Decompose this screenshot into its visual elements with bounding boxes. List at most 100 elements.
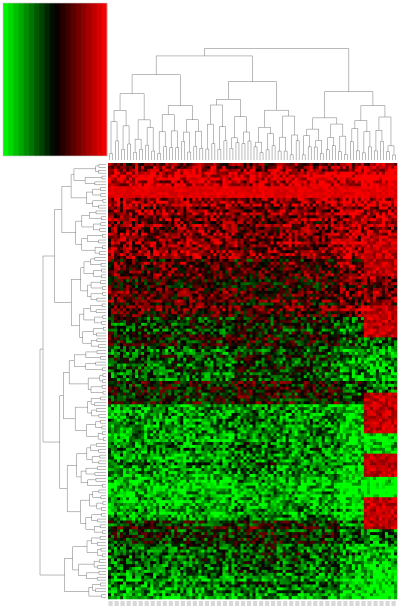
heatmap-cell — [216, 241, 219, 244]
heatmap-cell — [328, 285, 331, 288]
heatmap-cell — [111, 189, 114, 192]
heatmap-cell — [259, 247, 262, 250]
heatmap-cell — [219, 163, 222, 166]
heatmap-cell — [316, 288, 319, 291]
color-key-strip — [45, 3, 51, 156]
heatmap-cell — [174, 166, 177, 169]
heatmap-cell — [222, 241, 225, 244]
heatmap-cell — [328, 210, 331, 213]
heatmap-cell — [370, 215, 373, 218]
heatmap-cell — [156, 288, 159, 291]
heatmap-cell — [108, 183, 111, 186]
heatmap-cell — [289, 201, 292, 204]
heatmap-cell — [165, 186, 168, 189]
heatmap-cell — [253, 178, 256, 181]
heatmap-cell — [156, 178, 159, 181]
heatmap-cell — [394, 285, 397, 288]
heatmap-cell — [277, 271, 280, 274]
heatmap-cell — [256, 207, 259, 210]
heatmap-cell — [111, 218, 114, 221]
heatmap-cell — [253, 253, 256, 256]
heatmap-cell — [240, 186, 243, 189]
heatmap-cell — [177, 262, 180, 265]
heatmap-cell — [373, 195, 376, 198]
heatmap-cell — [382, 183, 385, 186]
heatmap-cell — [355, 279, 358, 282]
heatmap-cell — [370, 207, 373, 210]
heatmap-cell — [207, 282, 210, 285]
heatmap-cell — [391, 183, 394, 186]
heatmap-cell — [313, 268, 316, 271]
heatmap-cell — [274, 166, 277, 169]
heatmap-cell — [171, 198, 174, 201]
heatmap-cell — [207, 244, 210, 247]
heatmap-cell — [304, 178, 307, 181]
heatmap-cell — [256, 186, 259, 189]
heatmap-cell — [132, 259, 135, 262]
heatmap-cell — [183, 212, 186, 215]
heatmap-cell — [192, 166, 195, 169]
heatmap-cell — [367, 265, 370, 268]
heatmap-cell — [189, 166, 192, 169]
heatmap-cell — [301, 265, 304, 268]
heatmap-cell — [271, 268, 274, 271]
heatmap-cell — [168, 282, 171, 285]
heatmap-cell — [231, 195, 234, 198]
heatmap-cell — [153, 279, 156, 282]
heatmap-cell — [207, 273, 210, 276]
heatmap-cell — [352, 276, 355, 279]
heatmap-cell — [192, 215, 195, 218]
heatmap-cell — [183, 175, 186, 178]
heatmap-cell — [328, 195, 331, 198]
heatmap-cell — [183, 259, 186, 262]
heatmap-cell — [319, 207, 322, 210]
heatmap-cell — [240, 282, 243, 285]
heatmap-cell — [129, 178, 132, 181]
heatmap-cell — [364, 285, 367, 288]
heatmap-cell — [274, 218, 277, 221]
heatmap-cell — [259, 273, 262, 276]
heatmap-cell — [310, 210, 313, 213]
heatmap-cell — [322, 265, 325, 268]
heatmap-cell — [316, 262, 319, 265]
heatmap-cell — [319, 265, 322, 268]
heatmap-cell — [385, 172, 388, 175]
heatmap-cell — [114, 256, 117, 259]
heatmap-cell — [132, 268, 135, 271]
heatmap-cell — [165, 271, 168, 274]
heatmap-cell — [253, 195, 256, 198]
heatmap-cell — [156, 201, 159, 204]
heatmap-cell — [186, 224, 189, 227]
heatmap-cell — [195, 224, 198, 227]
heatmap-cell — [114, 224, 117, 227]
heatmap-cell — [114, 279, 117, 282]
heatmap-cell — [132, 180, 135, 183]
heatmap-cell — [286, 271, 289, 274]
heatmap-cell — [174, 178, 177, 181]
heatmap-cell — [153, 291, 156, 294]
heatmap-cell — [174, 169, 177, 172]
heatmap-cell — [367, 233, 370, 236]
heatmap-cell — [111, 244, 114, 247]
heatmap-cell — [222, 285, 225, 288]
heatmap-cell — [177, 180, 180, 183]
heatmap-cell — [280, 180, 283, 183]
heatmap-cell — [271, 233, 274, 236]
heatmap-cell — [240, 207, 243, 210]
heatmap-cell — [162, 233, 165, 236]
heatmap-cell — [249, 172, 252, 175]
heatmap-cell — [132, 207, 135, 210]
heatmap-cell — [126, 279, 129, 282]
heatmap-cell — [210, 166, 213, 169]
heatmap-cell — [117, 262, 120, 265]
heatmap-cell — [126, 172, 129, 175]
heatmap-cell — [129, 218, 132, 221]
heatmap-cell — [216, 186, 219, 189]
heatmap-cell — [132, 256, 135, 259]
heatmap-cell — [262, 175, 265, 178]
heatmap-cell — [334, 285, 337, 288]
heatmap-cell — [171, 268, 174, 271]
heatmap-cell — [228, 250, 231, 253]
heatmap-cell — [280, 233, 283, 236]
heatmap-cell — [120, 244, 123, 247]
